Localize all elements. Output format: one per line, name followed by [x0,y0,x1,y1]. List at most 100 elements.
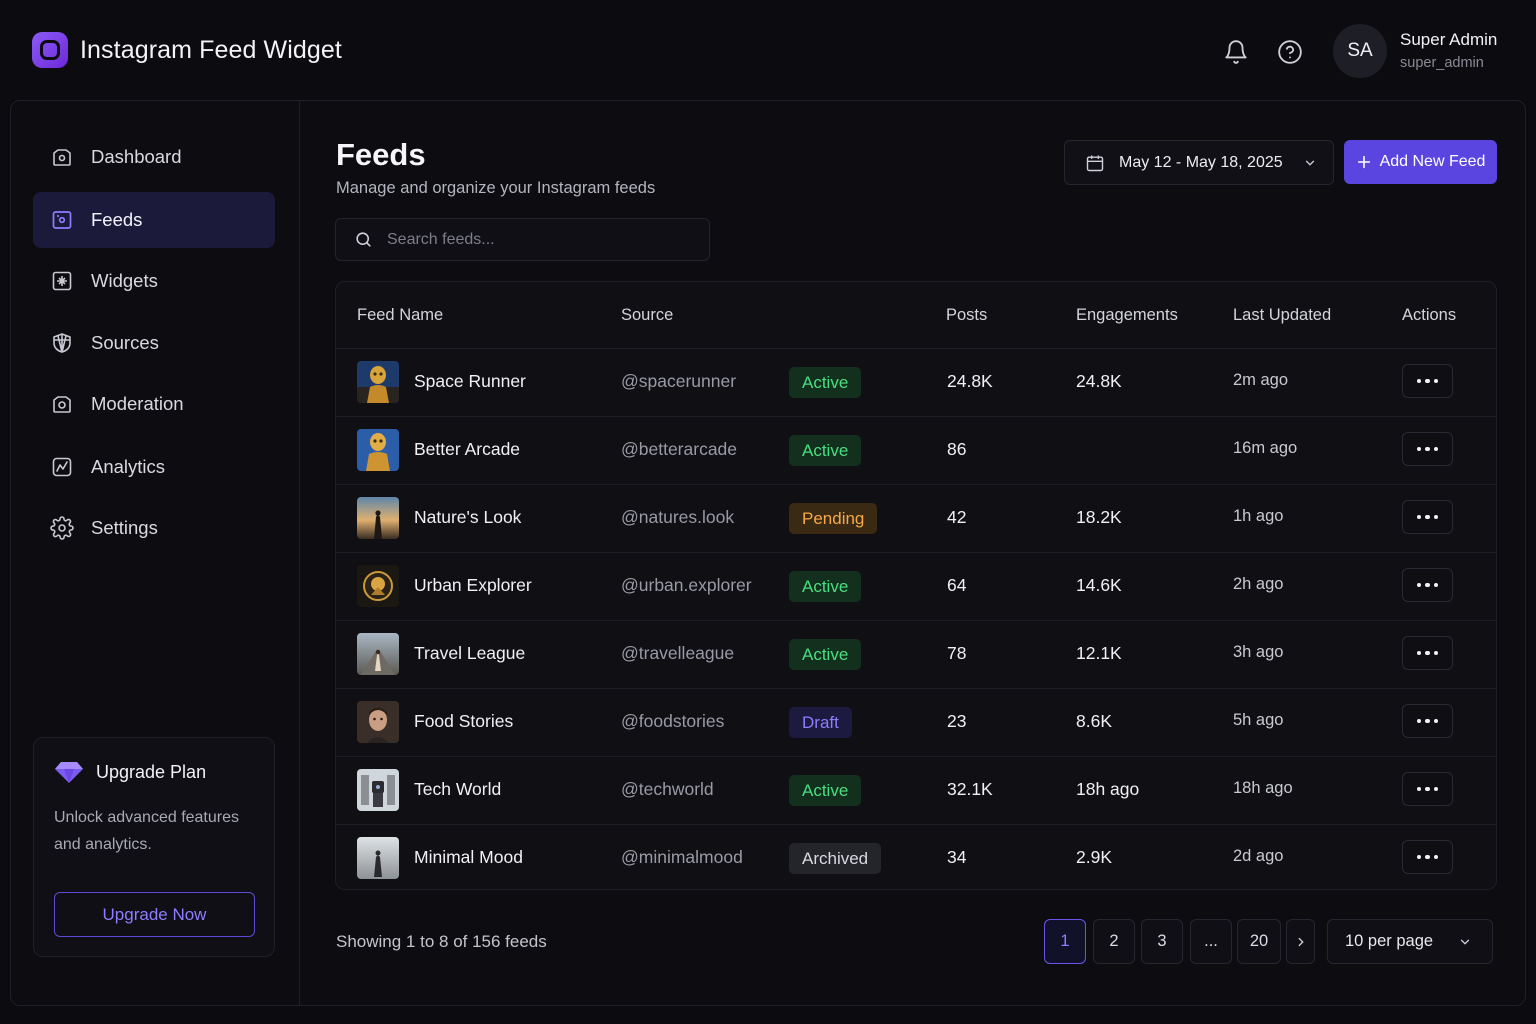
chevron-down-icon [1460,939,1470,945]
feed-source: @betterarcade [621,439,738,459]
table-row[interactable]: Urban Explorer @urban.explorer Active 64 14.… [336,553,1496,621]
bell-icon[interactable] [1222,38,1250,66]
feed-engagements: 8.6K [1076,711,1112,731]
feed-posts: 34 [947,847,967,867]
page-button[interactable]: 1 [1044,919,1086,964]
sidebar-item-feeds[interactable]: Feeds [33,192,275,248]
row-actions-button[interactable] [1402,364,1453,398]
row-actions-button[interactable] [1402,704,1453,738]
feed-source: @spacerunner [621,371,737,391]
status-badge: Pending [789,503,878,534]
feed-name[interactable]: Food Stories [414,711,514,731]
page-button[interactable]: 20 [1237,919,1281,964]
feed-name[interactable]: Better Arcade [414,439,521,459]
feeds-table: Feed Name Source Posts Engagements Last … [335,281,1497,890]
moderation-icon [49,391,75,417]
feed-last-updated: 5h ago [1233,711,1284,729]
per-page-select[interactable]: 10 per page [1327,919,1493,964]
sidebar-item-settings[interactable]: Settings [33,500,275,556]
search-input[interactable] [387,230,687,249]
search-icon [356,232,371,247]
more-icon-dot [1433,718,1439,724]
table-row[interactable]: Better Arcade @betterarcade Active 86 16m ag… [336,417,1496,485]
feed-source: @techworld [621,779,714,799]
table-row[interactable]: Tech World @techworld Active 32.1K 18h ago 18… [336,757,1496,825]
user-handle: super_admin [1400,55,1484,71]
avatar[interactable]: SA [1333,24,1387,78]
column-header-source[interactable]: Source [621,306,674,324]
sources-icon [49,330,75,356]
sidebar-item-moderation[interactable]: Moderation [33,376,275,432]
brand[interactable]: Instagram Feed Widget [32,32,342,68]
row-actions-button[interactable] [1402,500,1453,534]
row-actions-button[interactable] [1402,568,1453,602]
feeds-icon [49,207,75,233]
calendar-icon [1086,155,1104,171]
feed-name[interactable]: Tech World [414,779,502,799]
sidebar-item-analytics[interactable]: Analytics [33,439,275,495]
table-row[interactable]: Travel League @travelleague Active 78 12.1K 3… [336,621,1496,689]
help-icon[interactable] [1276,38,1304,66]
next-page-button[interactable] [1286,919,1315,964]
widgets-icon [49,268,75,294]
feed-posts: 23 [947,711,967,731]
feed-last-updated: 2d ago [1233,847,1284,865]
add-new-feed-button[interactable]: Add New Feed [1344,140,1497,184]
brand-logo-icon [32,32,68,68]
more-icon-dot [1416,514,1422,520]
date-range-picker[interactable]: May 12 - May 18, 2025 [1064,140,1334,185]
feed-name[interactable]: Minimal Mood [414,847,523,867]
table-row[interactable]: Space Runner @spacerunner Active 24.8K 24.8K… [336,349,1496,417]
sidebar-item-sources[interactable]: Sources [33,315,275,371]
dashboard-icon [49,144,75,170]
row-actions-button[interactable] [1402,772,1453,806]
page-button[interactable]: 3 [1141,919,1183,964]
feed-name[interactable]: Urban Explorer [414,575,532,595]
column-header-engagements[interactable]: Engagements [1076,306,1178,324]
table-row[interactable]: Minimal Mood @minimalmood Archived 34 2.9K 2d… [336,825,1496,889]
page-button[interactable]: 2 [1093,919,1135,964]
table-row[interactable]: Nature's Look @natures.look Pending 42 18.2K… [336,485,1496,553]
more-icon-dot [1433,378,1439,384]
status-badge: Draft [789,707,852,738]
more-icon-dot [1416,650,1422,656]
more-icon-dot [1425,582,1430,588]
sidebar-item-widgets[interactable]: Widgets [33,253,275,309]
feed-last-updated: 2m ago [1233,371,1289,389]
feed-posts: 42 [947,507,967,527]
row-actions-button[interactable] [1402,636,1453,670]
sidebar-item-dashboard[interactable]: Dashboard [33,129,275,185]
settings-icon [49,515,75,541]
more-icon-dot [1416,446,1422,452]
feed-last-updated: 16m ago [1233,439,1298,457]
chevron-right-icon [1298,937,1304,946]
feed-thumbnail [357,565,399,607]
feed-thumbnail [357,769,399,811]
sidebar-item-label: Analytics [91,456,166,477]
more-icon-dot [1416,582,1422,588]
feed-thumbnail [357,497,399,539]
feed-thumbnail [357,837,399,879]
status-badge: Active [789,367,862,398]
feed-name[interactable]: Space Runner [414,371,526,391]
upgrade-header: Upgrade Plan [54,760,206,784]
upgrade-now-button[interactable]: Upgrade Now [54,892,255,937]
column-header-posts[interactable]: Posts [946,306,988,324]
feed-source: @minimalmood [621,847,743,867]
feed-name[interactable]: Travel League [414,643,526,663]
per-page-label: 10 per page [1345,932,1434,950]
column-header-feed-name[interactable]: Feed Name [357,306,444,324]
sidebar-item-label: Moderation [91,393,184,414]
app-title: Instagram Feed Widget [80,35,342,64]
more-icon-dot [1425,718,1430,724]
diamond-icon [55,762,83,783]
row-actions-button[interactable] [1402,432,1453,466]
column-header-last-updated[interactable]: Last Updated [1233,306,1332,324]
more-icon-dot [1425,650,1430,656]
row-actions-button[interactable] [1402,840,1453,874]
table-row[interactable]: Food Stories @foodstories Draft 23 8.6K 5h ag… [336,689,1496,757]
search-box[interactable] [335,218,710,261]
feed-engagements: 2.9K [1076,847,1112,867]
more-icon-dot [1416,718,1422,724]
feed-name[interactable]: Nature's Look [414,507,522,527]
